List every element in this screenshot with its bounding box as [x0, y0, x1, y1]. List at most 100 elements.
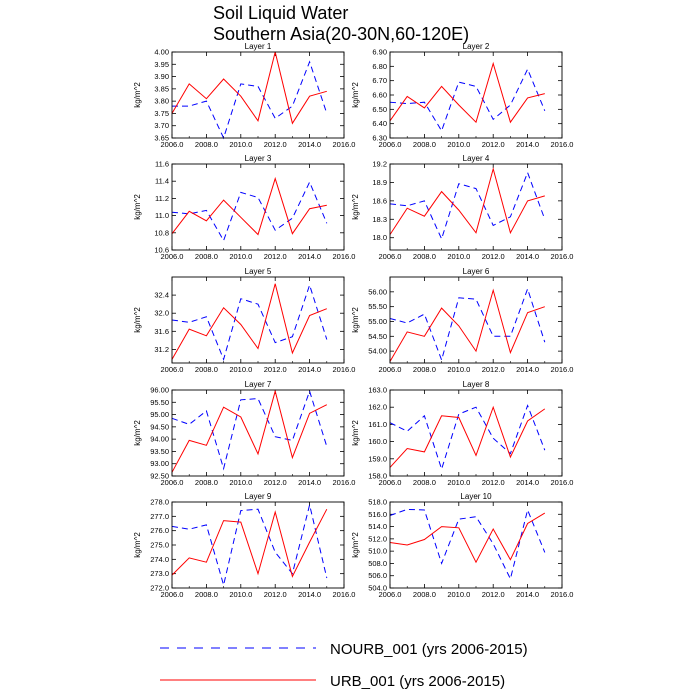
y-tick-label: 510.0: [368, 547, 387, 556]
x-tick-label: 2008.0: [413, 252, 436, 261]
x-tick-label: 2006.0: [379, 365, 402, 374]
y-tick-label: 18.0: [372, 233, 387, 242]
y-tick-label: 11.0: [155, 211, 169, 220]
y-tick-label: 278.0: [150, 498, 169, 507]
y-tick-label: 274.0: [150, 555, 169, 564]
y-tick-label: 6.30: [372, 134, 387, 143]
series-line-nourb: [389, 404, 546, 471]
x-tick-label: 2012.0: [264, 590, 287, 599]
x-tick-label: 2006.0: [161, 140, 184, 149]
y-tick-label: 94.00: [150, 435, 169, 444]
x-tick-label: 2008.0: [195, 590, 218, 599]
x-tick-label: 2012.0: [264, 365, 287, 374]
panel-layer-3: Layer 3 kg/m^2 2006.0 2008.0 2010.0 2012.0 201…: [133, 154, 355, 261]
y-tick-label: 94.50: [150, 422, 169, 431]
panel-title: Layer 10: [460, 492, 492, 501]
figure-title-line1: Soil Liquid Water: [213, 3, 348, 23]
y-tick-label: 506.0: [368, 571, 387, 580]
legend-label-urb: URB_001 (yrs 2006-2015): [330, 673, 505, 690]
y-tick-label: 277.0: [150, 512, 169, 521]
panel-layer-8: Layer 8 kg/m^2 2006.0 2008.0 2010.0 2012.0 201…: [351, 380, 573, 487]
panel-layer-6: Layer 6 kg/m^2 2006.0 2008.0 2010.0 2012.0 201…: [351, 267, 573, 374]
plot-frame: [171, 276, 345, 364]
x-tick-label: 2014.0: [516, 140, 539, 149]
x-tick-label: 2014.0: [516, 365, 539, 374]
figure-title-line2: Southern Asia(20-30N,60-120E): [213, 24, 469, 44]
x-tick-label: 2012.0: [482, 140, 505, 149]
panel-layer-9: Layer 9 kg/m^2 2006.0 2008.0 2010.0 2012.0 201…: [133, 492, 355, 599]
y-tick-label: 18.6: [372, 196, 387, 205]
plot-frame: [389, 389, 563, 477]
panel-title: Layer 3: [245, 154, 272, 163]
x-tick-label: 2014.0: [298, 590, 321, 599]
x-tick-label: 2014.0: [298, 252, 321, 261]
x-tick-label: 2006.0: [379, 252, 402, 261]
y-tick-label: 273.0: [150, 569, 169, 578]
x-tick-label: 2008.0: [195, 140, 218, 149]
x-tick-label: 2006.0: [161, 252, 184, 261]
y-axis-label: kg/m^2: [133, 420, 142, 446]
y-tick-label: 54.50: [368, 332, 387, 341]
panel-title: Layer 1: [245, 42, 272, 51]
y-tick-label: 95.00: [150, 410, 169, 419]
series-line-urb: [389, 166, 545, 235]
series-line-nourb: [171, 283, 328, 361]
y-tick-label: 159.0: [368, 454, 387, 463]
x-tick-label: 2008.0: [195, 365, 218, 374]
series-line-urb: [389, 288, 545, 362]
y-tick-label: 3.75: [154, 109, 169, 118]
y-tick-label: 161.0: [368, 420, 387, 429]
series-line-nourb: [171, 504, 328, 586]
x-tick-label: 2016.0: [333, 140, 356, 149]
x-tick-label: 2006.0: [379, 590, 402, 599]
x-tick-label: 2014.0: [516, 252, 539, 261]
y-tick-label: 11.4: [155, 177, 169, 186]
x-tick-label: 2014.0: [516, 590, 539, 599]
plot-frame: [171, 51, 345, 139]
y-axis-label: kg/m^2: [133, 532, 142, 558]
panel-title: Layer 2: [463, 42, 490, 51]
legend: NOURB_001 (yrs 2006-2015) URB_001 (yrs 2…: [160, 641, 528, 690]
plot-frame: [171, 501, 345, 589]
y-tick-label: 6.60: [372, 91, 387, 100]
x-tick-label: 2014.0: [298, 478, 321, 487]
y-tick-label: 10.6: [154, 246, 169, 255]
y-tick-label: 516.0: [368, 510, 387, 519]
x-tick-label: 2006.0: [161, 365, 184, 374]
x-tick-label: 2010.0: [229, 252, 252, 261]
y-tick-label: 3.85: [154, 84, 169, 93]
y-tick-label: 158.0: [368, 472, 387, 481]
series-line-urb: [171, 51, 327, 125]
x-tick-label: 2012.0: [482, 478, 505, 487]
x-tick-label: 2016.0: [551, 365, 574, 374]
y-tick-label: 3.70: [154, 121, 169, 130]
y-tick-label: 6.40: [372, 119, 387, 128]
x-tick-label: 2012.0: [264, 478, 287, 487]
y-tick-label: 18.9: [372, 178, 387, 187]
x-tick-label: 2012.0: [264, 140, 287, 149]
y-tick-label: 3.95: [154, 60, 169, 69]
series-line-urb: [171, 508, 328, 578]
panel-title: Layer 5: [245, 267, 272, 276]
series-line-nourb: [389, 508, 546, 581]
y-tick-label: 275.0: [150, 541, 169, 550]
series-line-nourb: [389, 67, 546, 132]
y-tick-label: 10.8: [154, 228, 169, 237]
y-tick-label: 504.0: [368, 584, 387, 593]
y-tick-label: 6.90: [372, 48, 387, 57]
y-axis-label: kg/m^2: [351, 532, 360, 558]
y-tick-label: 508.0: [368, 559, 387, 568]
x-tick-label: 2016.0: [551, 140, 574, 149]
x-tick-label: 2010.0: [229, 140, 252, 149]
y-tick-label: 19.2: [372, 160, 387, 169]
panels: Layer 1 kg/m^2 2006.0 2008.0 2010.0 2012.0 201…: [133, 42, 573, 599]
series-line-nourb: [171, 180, 328, 242]
y-axis-label: kg/m^2: [351, 82, 360, 108]
y-axis-label: kg/m^2: [351, 420, 360, 446]
y-tick-label: 4.00: [154, 48, 169, 57]
panel-layer-2: Layer 2 kg/m^2 2006.0 2008.0 2010.0 2012.0 201…: [351, 42, 573, 149]
y-tick-label: 31.6: [154, 327, 169, 336]
y-tick-label: 160.0: [368, 437, 387, 446]
series-line-urb: [171, 389, 328, 473]
